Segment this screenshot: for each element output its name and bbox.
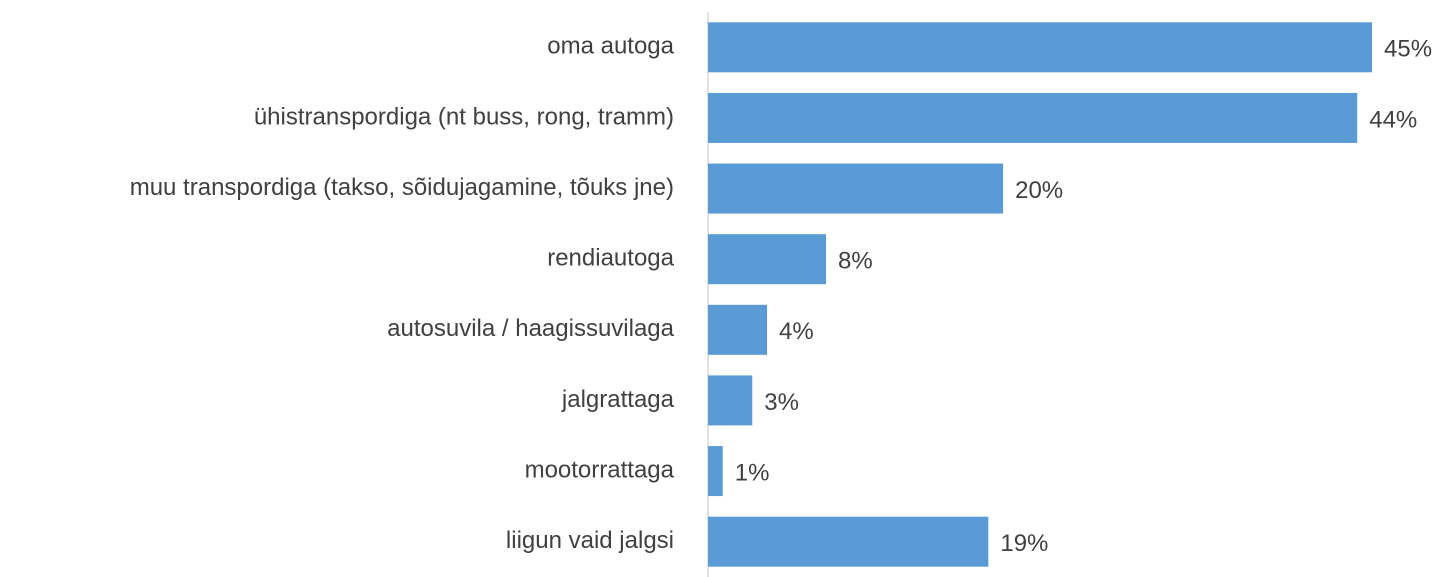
category-label: liigun vaid jalgsi	[506, 527, 674, 554]
bar	[708, 516, 989, 567]
value-label: 45%	[1384, 36, 1432, 63]
value-label: 20%	[1015, 177, 1063, 204]
category-label: mootorrattaga	[525, 456, 675, 483]
value-label: 3%	[764, 389, 799, 416]
bar	[708, 446, 723, 497]
value-label: 4%	[779, 318, 814, 345]
value-label: 19%	[1000, 530, 1048, 557]
category-label: muu transpordiga (takso, sõidujagamine, …	[130, 174, 674, 201]
value-label: 1%	[735, 459, 770, 486]
category-label: rendiautoga	[547, 245, 674, 272]
category-label: autosuvila / haagissuvilaga	[387, 315, 675, 342]
bar	[708, 22, 1372, 73]
category-label: oma autoga	[547, 33, 674, 60]
value-label: 8%	[838, 248, 873, 275]
value-label: 44%	[1369, 106, 1417, 133]
bar	[708, 304, 768, 355]
category-label: jalgrattaga	[561, 386, 675, 413]
bar	[708, 234, 827, 285]
bar	[708, 375, 753, 426]
category-label: ühistranspordiga (nt buss, rong, tramm)	[254, 103, 674, 130]
bar	[708, 163, 1004, 214]
bar	[708, 92, 1358, 143]
